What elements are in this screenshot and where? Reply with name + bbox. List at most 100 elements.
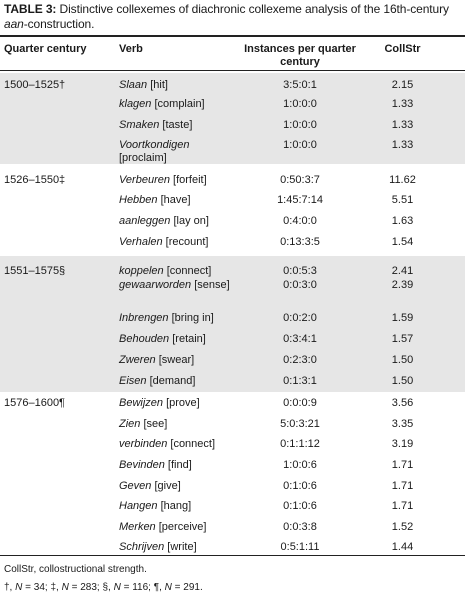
footnote-count: §, N = 116;: [102, 582, 154, 593]
group-band: [0, 73, 465, 164]
collstr-cell: 3.35: [391, 418, 414, 430]
verb-cell: Zweren [swear]: [119, 354, 194, 367]
verb-italic: Verbeuren: [119, 174, 170, 186]
verb-cell: Bewijzen [prove]: [119, 397, 200, 410]
header-bottom-rule: [0, 70, 465, 71]
table-caption: TABLE 3: Distinctive collexemes of diach…: [4, 2, 460, 32]
footnote-count: †, N = 34;: [4, 582, 51, 593]
verb-italic: gewaarworden: [119, 279, 192, 291]
verb-cell: Inbrengen [bring in]: [119, 312, 214, 325]
instances-cell: 1:0:0:0: [283, 98, 317, 110]
instances-cell: 0:1:0:6: [283, 500, 317, 512]
instances-cell: 0:50:3:7: [280, 174, 320, 186]
verb-cell: Zien [see]: [119, 418, 167, 431]
verb-italic: Inbrengen: [119, 312, 169, 324]
header-verb: Verb: [119, 43, 143, 55]
collstr-cell: 1.33: [391, 119, 414, 131]
collstr-cell: 1.57: [391, 333, 414, 345]
verb-cell: Hebben [have]: [119, 194, 191, 207]
verb-cell: Smaken [taste]: [119, 119, 192, 132]
verb-gloss: [retain]: [169, 333, 206, 345]
verb-cell: Voortkondigen [proclaim]: [119, 139, 239, 165]
verb-cell: Hangen [hang]: [119, 500, 191, 513]
footnote-count: ¶, N = 291.: [153, 582, 203, 593]
collstr-cell: 2.41: [391, 265, 414, 277]
verb-gloss: [see]: [140, 418, 168, 430]
verb-cell: verbinden [connect]: [119, 438, 215, 451]
verb-italic: Schrijven: [119, 541, 165, 553]
footnote-counts: †, N = 34; ‡, N = 283; §, N = 116; ¶, N …: [4, 582, 203, 594]
verb-gloss: [hit]: [147, 79, 168, 91]
collstr-cell: 1.63: [391, 215, 414, 227]
verb-italic: verbinden: [119, 438, 168, 450]
verb-gloss: [connect]: [167, 438, 216, 450]
instances-cell: 0:0:3:0: [283, 279, 317, 291]
verb-italic: Zweren: [119, 354, 156, 366]
instances-cell: 0:0:0:9: [283, 397, 317, 409]
collstr-cell: 11.62: [389, 174, 416, 186]
verb-gloss: [perceive]: [155, 521, 207, 533]
verb-gloss: [hang]: [157, 500, 192, 512]
verb-italic: klagen: [119, 98, 152, 110]
collstr-cell: 1.71: [391, 500, 414, 512]
footnote-abbrev: CollStr, collostructional strength.: [4, 564, 147, 575]
verb-gloss: [find]: [164, 459, 192, 471]
verb-cell: Bevinden [find]: [119, 459, 192, 472]
caption-text: Distinctive collexemes of diachronic col…: [56, 2, 449, 16]
instances-cell: 1:0:0:6: [283, 459, 317, 471]
quarter-cell: 1526–1550‡: [4, 174, 66, 186]
verb-cell: Geven [give]: [119, 480, 181, 493]
collstr-cell: 1.71: [391, 459, 414, 471]
instances-cell: 0:1:1:12: [280, 438, 320, 450]
verb-cell: koppelen [connect]: [119, 265, 211, 278]
verb-italic: Merken: [119, 521, 156, 533]
header-collstr: CollStr: [384, 43, 421, 55]
instances-cell: 0:13:3:5: [280, 236, 320, 248]
verb-italic: Smaken: [119, 119, 160, 131]
instances-cell: 0:2:3:0: [283, 354, 317, 366]
collstr-cell: 1.52: [391, 521, 414, 533]
verb-cell: Verbeuren [forfeit]: [119, 174, 207, 187]
collstr-cell: 3.56: [391, 397, 414, 409]
instances-cell: 1:0:0:0: [283, 119, 317, 131]
verb-italic: Eisen: [119, 375, 147, 387]
header-quarter: Quarter century: [4, 43, 87, 55]
verb-gloss: [write]: [164, 541, 197, 553]
instances-cell: 1:45:7:14: [277, 194, 323, 206]
verb-italic: Verhalen: [119, 236, 163, 248]
collstr-cell: 1.50: [391, 354, 414, 366]
verb-gloss: [have]: [157, 194, 191, 206]
caption-italic: aan: [4, 17, 24, 31]
quarter-cell: 1500–1525†: [4, 79, 66, 91]
quarter-cell: 1551–1575§: [4, 265, 66, 277]
verb-italic: aanleggen: [119, 215, 171, 227]
instances-cell: 0:1:3:1: [283, 375, 317, 387]
instances-cell: 3:5:0:1: [283, 79, 317, 91]
verb-cell: Eisen [demand]: [119, 375, 195, 388]
collstr-cell: 1.54: [391, 236, 414, 248]
instances-cell: 1:0:0:0: [283, 139, 317, 151]
verb-italic: Zien: [119, 418, 141, 430]
quarter-cell: 1576–1600¶: [4, 397, 65, 409]
verb-gloss: [sense]: [191, 279, 230, 291]
collstr-cell: 2.39: [391, 279, 414, 291]
verb-gloss: [prove]: [163, 397, 200, 409]
verb-gloss: [swear]: [155, 354, 195, 366]
collstr-cell: 5.51: [391, 194, 414, 206]
header-instances: Instances per quarter century: [244, 43, 356, 68]
collstr-cell: 1.33: [391, 139, 414, 151]
verb-gloss: [bring in]: [168, 312, 214, 324]
verb-gloss: [forfeit]: [169, 174, 207, 186]
header-top-rule: [0, 35, 465, 37]
instances-cell: 0:4:0:0: [283, 215, 317, 227]
group-band: [0, 256, 465, 392]
verb-italic: Slaan: [119, 79, 148, 91]
instances-cell: 5:0:3:21: [280, 418, 320, 430]
table-bottom-rule: [0, 555, 465, 556]
verb-italic: Behouden: [119, 333, 170, 345]
verb-italic: Hangen: [119, 500, 158, 512]
collstr-cell: 1.44: [391, 541, 414, 553]
verb-italic: Geven: [119, 480, 152, 492]
instances-cell: 0:0:5:3: [283, 265, 317, 277]
